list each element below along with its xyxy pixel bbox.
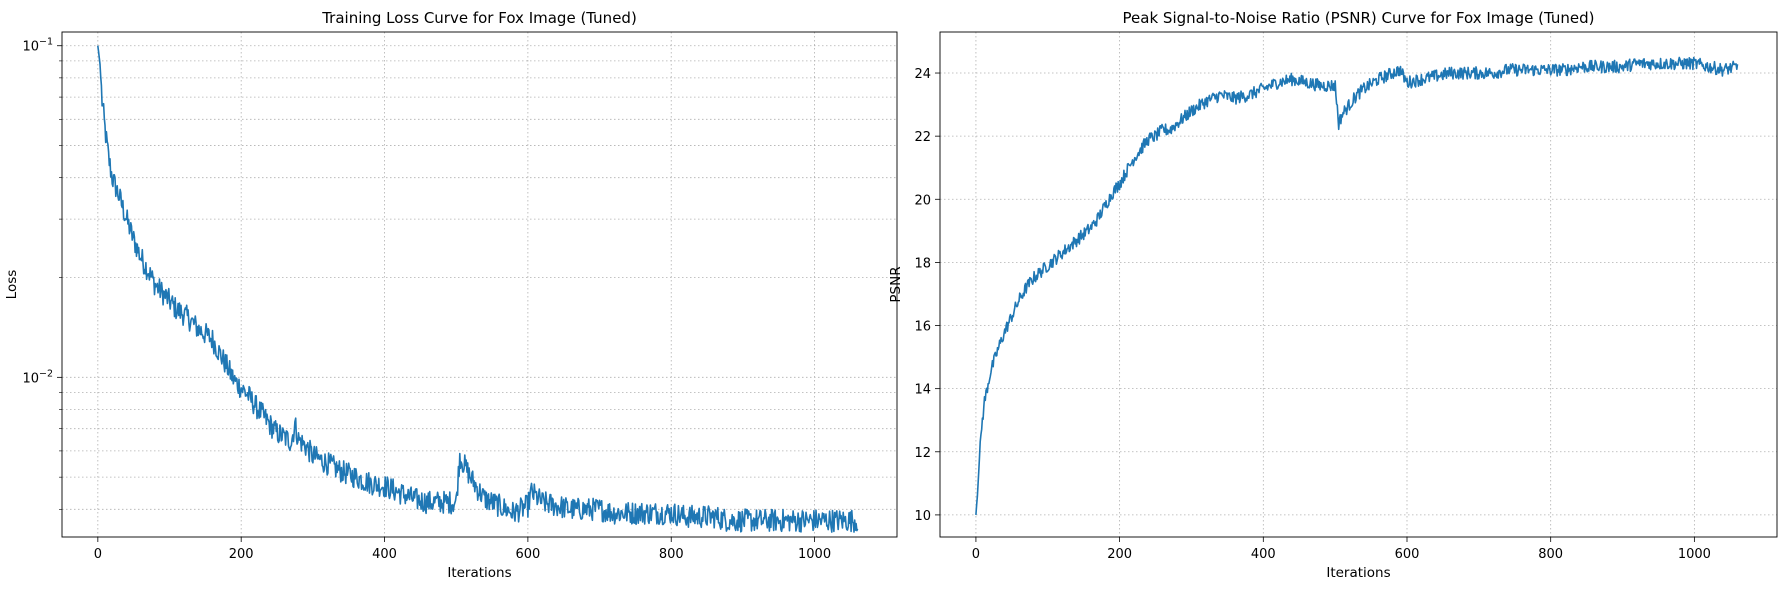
y-tick-label: 16: [914, 320, 931, 335]
x-tick-label: 200: [229, 547, 254, 562]
y-tick-label-base: 10: [22, 371, 39, 386]
x-tick-label: 800: [659, 547, 684, 562]
x-tick-label: 400: [1251, 547, 1276, 562]
chart-title: Peak Signal-to-Noise Ratio (PSNR) Curve …: [1123, 9, 1595, 27]
y-tick-label: 24: [914, 67, 931, 82]
y-tick-label: 22: [914, 130, 931, 145]
axes-frame: [939, 31, 1778, 538]
x-axis-label: Iterations: [447, 565, 511, 581]
y-tick-label: 10−1: [22, 37, 53, 55]
x-tick-label: 600: [515, 547, 540, 562]
x-axis-label: Iterations: [1326, 565, 1390, 581]
series-line: [97, 45, 859, 533]
x-tick-label: 0: [94, 547, 102, 562]
x-tick-label: 800: [1538, 547, 1563, 562]
y-axis-label: Loss: [4, 270, 20, 300]
chart-panel-2: 0 200 400 600 800 1000 10 12 14 16 18 20 22 24 Peak Si…: [888, 9, 1778, 581]
grid-lines: [940, 32, 1777, 537]
y-tick-label: 20: [914, 193, 931, 208]
series-line: [975, 56, 1739, 515]
y-axis-label: PSNR: [888, 266, 904, 302]
axes-frame: [61, 31, 898, 538]
y-tick-label-exponent: −2: [39, 368, 53, 379]
x-tick-label: 1000: [1678, 547, 1711, 562]
x-tick-label: 400: [372, 547, 397, 562]
y-tick-label: 14: [914, 383, 931, 398]
x-tick-label: 0: [972, 547, 980, 562]
y-tick-label-exponent: −1: [39, 37, 53, 48]
chart-title: Training Loss Curve for Fox Image (Tuned…: [321, 9, 637, 27]
x-tick-label: 1000: [798, 547, 831, 562]
y-tick-label: 12: [914, 446, 931, 461]
y-tick-label: 10: [914, 509, 931, 524]
x-tick-label: 600: [1395, 547, 1420, 562]
y-tick-label: 10−2: [22, 368, 53, 386]
y-tick-label: 18: [914, 256, 931, 271]
grid-lines: [62, 32, 897, 537]
y-tick-label-base: 10: [22, 40, 39, 55]
x-tick-label: 200: [1107, 547, 1132, 562]
